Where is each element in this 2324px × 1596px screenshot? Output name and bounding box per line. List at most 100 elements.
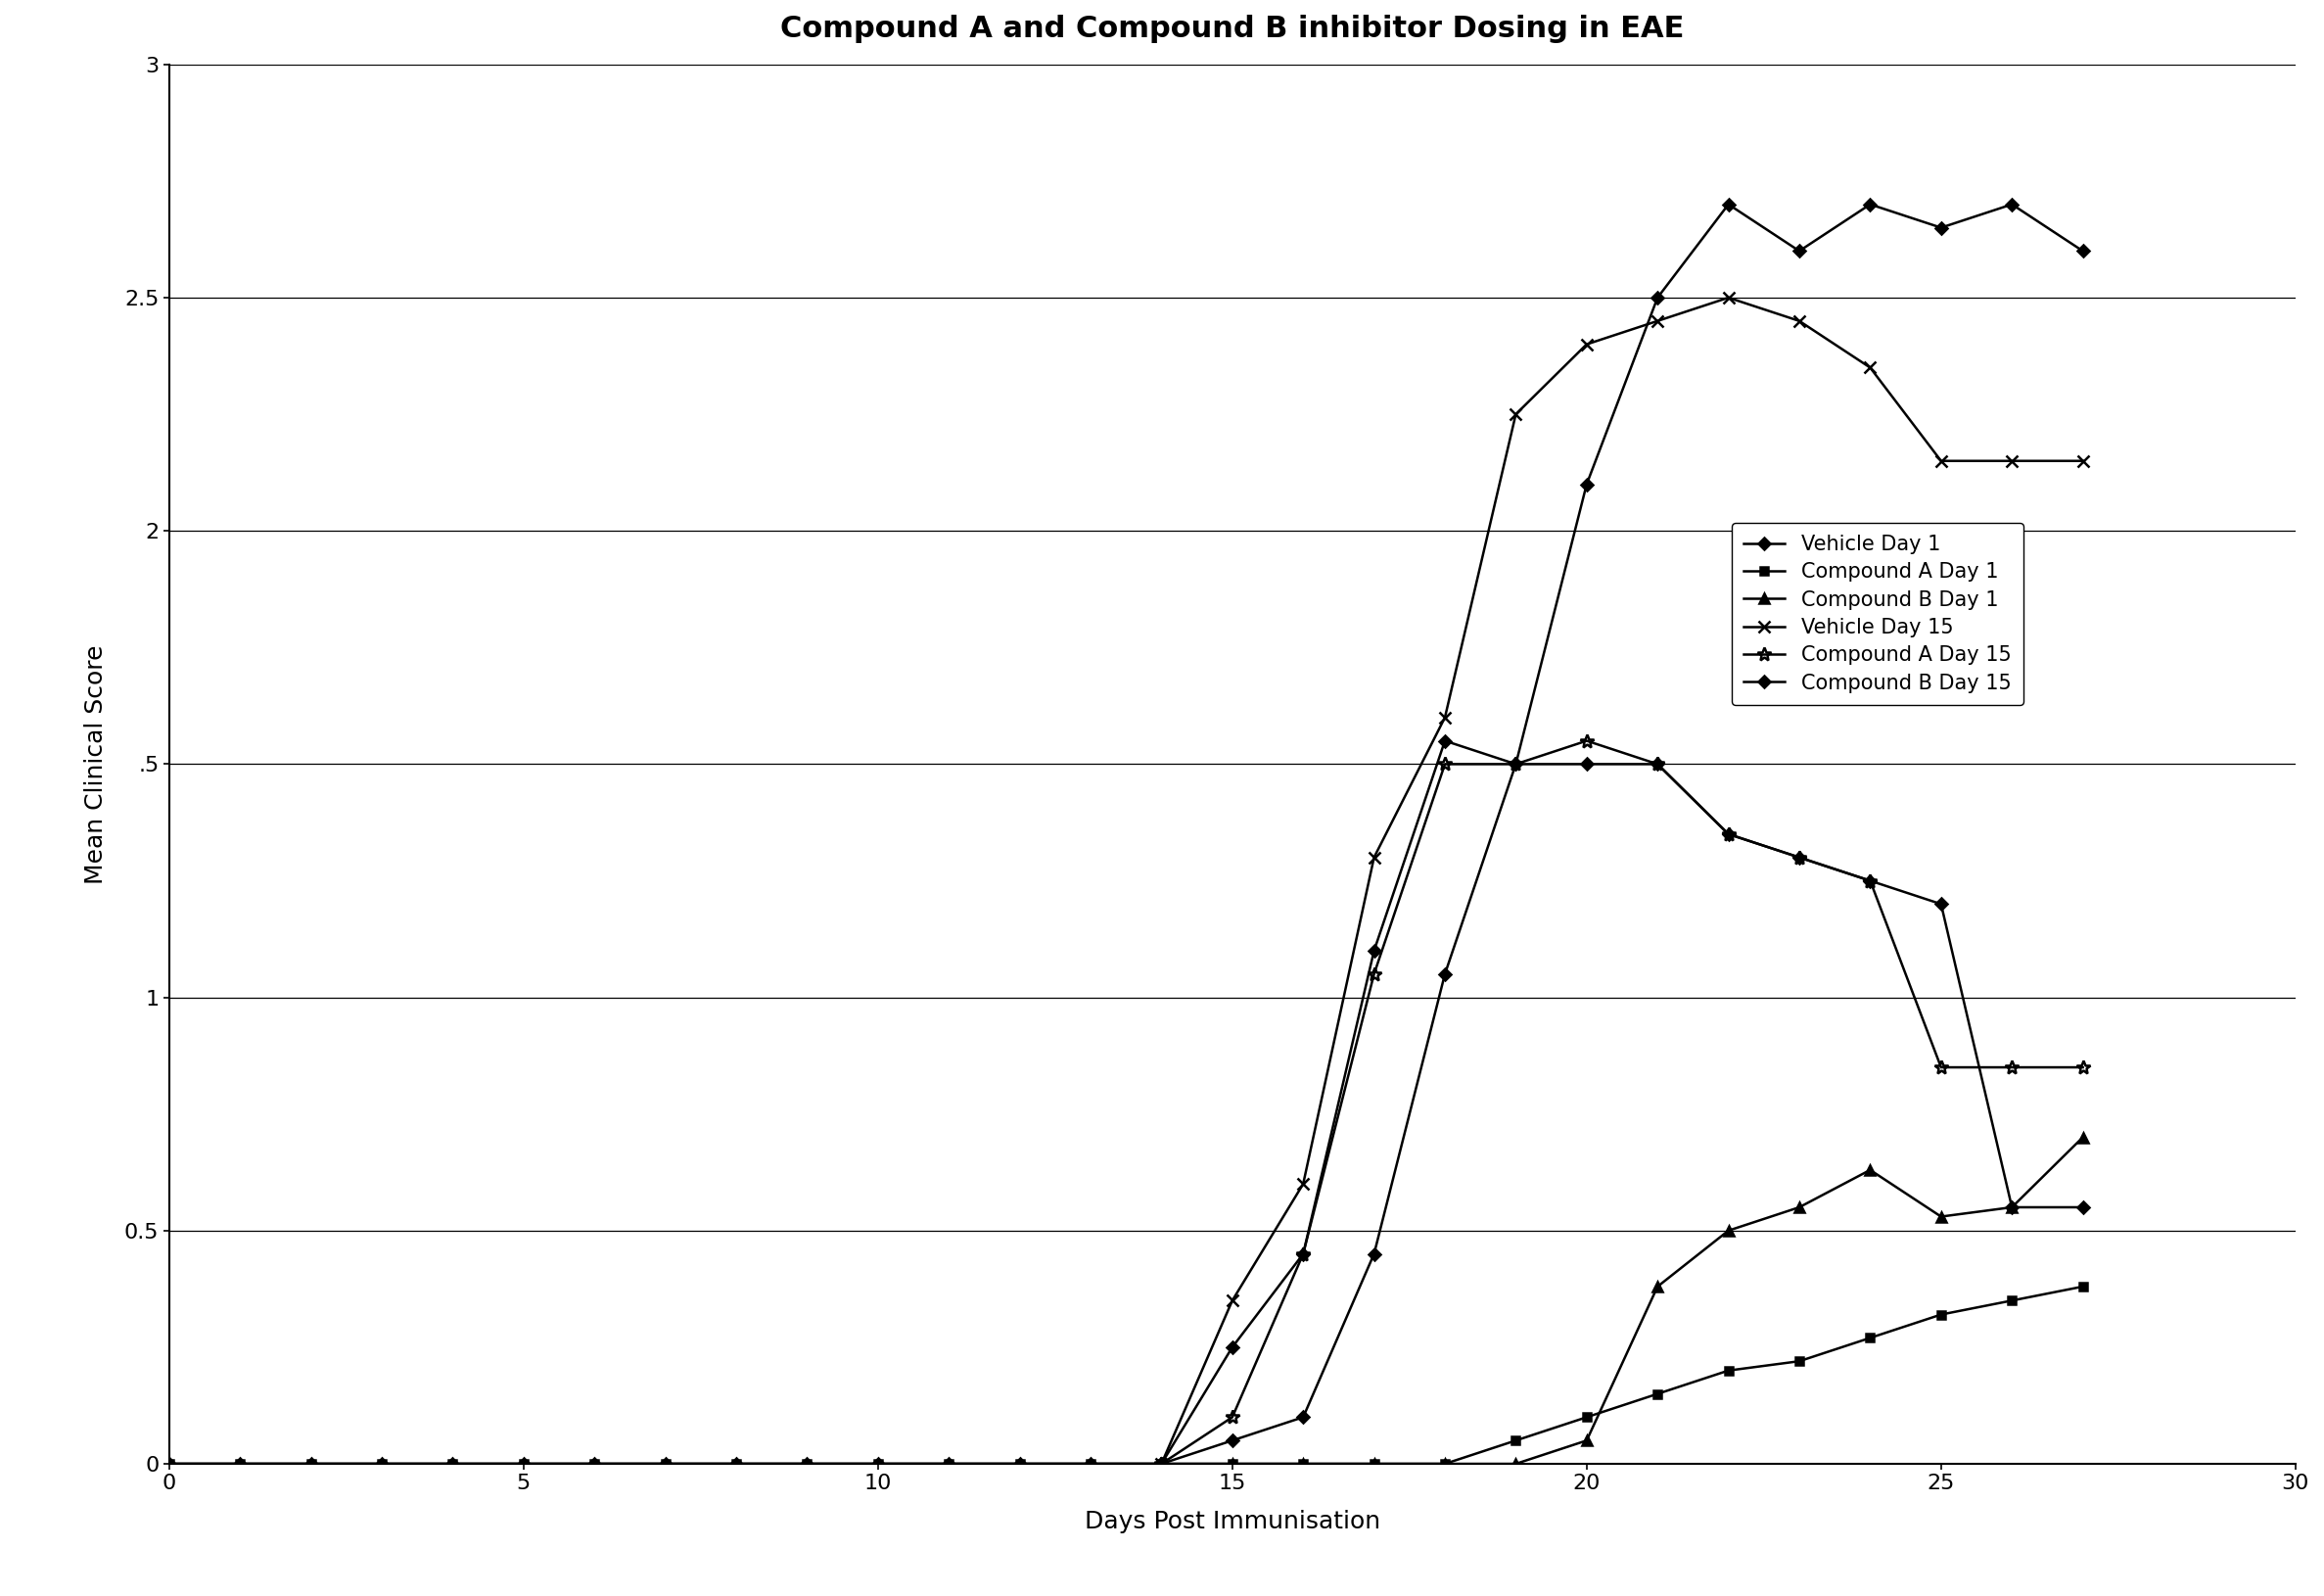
Compound B Day 15 [1360, 942, 1387, 961]
Line: Compound B Day 1: Compound B Day 1 [165, 1133, 2087, 1468]
Vehicle Day 15 [1785, 311, 1813, 330]
Y-axis label: Mean Clinical Score: Mean Clinical Score [84, 645, 107, 884]
Compound A Day 1 [156, 1454, 184, 1473]
Compound A Day 15 [1218, 1408, 1246, 1427]
Vehicle Day 1 [297, 1454, 325, 1473]
Vehicle Day 1 [1290, 1408, 1318, 1427]
Compound A Day 1 [225, 1454, 253, 1473]
Compound A Day 1 [1999, 1291, 2027, 1310]
Compound B Day 1 [1573, 1432, 1601, 1451]
Compound B Day 15 [1857, 871, 1885, 891]
Compound B Day 1 [723, 1454, 751, 1473]
Vehicle Day 1 [225, 1454, 253, 1473]
Line: Compound A Day 15: Compound A Day 15 [1155, 734, 2089, 1470]
Compound A Day 1 [509, 1454, 537, 1473]
Vehicle Day 1 [1715, 195, 1743, 214]
Vehicle Day 1 [651, 1454, 679, 1473]
Vehicle Day 15 [1573, 335, 1601, 354]
Compound A Day 1 [1927, 1306, 1954, 1325]
Compound A Day 1 [1573, 1408, 1601, 1427]
Compound A Day 1 [1643, 1384, 1671, 1403]
Compound B Day 15 [1501, 755, 1529, 774]
Vehicle Day 1 [1218, 1432, 1246, 1451]
Vehicle Day 1 [792, 1454, 820, 1473]
Compound A Day 15 [1999, 1058, 2027, 1077]
Line: Compound B Day 15: Compound B Day 15 [1157, 737, 2087, 1468]
Compound A Day 15 [2068, 1058, 2096, 1077]
Compound A Day 1 [865, 1454, 892, 1473]
Vehicle Day 1 [1006, 1454, 1034, 1473]
Vehicle Day 1 [1999, 195, 2027, 214]
Compound B Day 1 [439, 1454, 467, 1473]
Compound B Day 1 [1857, 1160, 1885, 1179]
Compound A Day 1 [792, 1454, 820, 1473]
Compound A Day 1 [1360, 1454, 1387, 1473]
Compound B Day 1 [367, 1454, 395, 1473]
Line: Compound A Day 1: Compound A Day 1 [165, 1283, 2087, 1468]
Compound B Day 15 [1785, 847, 1813, 867]
Compound A Day 1 [1006, 1454, 1034, 1473]
Vehicle Day 1 [934, 1454, 962, 1473]
Vehicle Day 1 [509, 1454, 537, 1473]
Vehicle Day 15 [1360, 847, 1387, 867]
Vehicle Day 1 [1501, 755, 1529, 774]
Compound A Day 1 [2068, 1277, 2096, 1296]
Compound A Day 1 [651, 1454, 679, 1473]
Compound A Day 1 [1857, 1328, 1885, 1347]
Compound B Day 15 [2068, 1197, 2096, 1216]
Vehicle Day 15 [1715, 287, 1743, 306]
Compound B Day 15 [1927, 894, 1954, 913]
Compound B Day 1 [1290, 1454, 1318, 1473]
Vehicle Day 15 [1218, 1291, 1246, 1310]
Compound A Day 15 [1148, 1454, 1176, 1473]
Compound A Day 1 [934, 1454, 962, 1473]
Compound A Day 1 [1148, 1454, 1176, 1473]
Compound A Day 15 [1927, 1058, 1954, 1077]
Vehicle Day 15 [2068, 452, 2096, 471]
Vehicle Day 1 [367, 1454, 395, 1473]
Compound B Day 1 [1927, 1207, 1954, 1226]
Vehicle Day 15 [1290, 1175, 1318, 1194]
Compound B Day 15 [1715, 825, 1743, 844]
Compound A Day 15 [1501, 755, 1529, 774]
Compound B Day 1 [1360, 1454, 1387, 1473]
Compound A Day 15 [1573, 731, 1601, 750]
Compound B Day 15 [1432, 731, 1459, 750]
Vehicle Day 15 [1501, 405, 1529, 425]
Compound B Day 1 [1643, 1277, 1671, 1296]
Vehicle Day 1 [1076, 1454, 1104, 1473]
Compound A Day 1 [297, 1454, 325, 1473]
Compound A Day 15 [1857, 871, 1885, 891]
Compound A Day 1 [723, 1454, 751, 1473]
Compound B Day 15 [1218, 1337, 1246, 1357]
Vehicle Day 1 [1785, 241, 1813, 260]
Vehicle Day 15 [1643, 311, 1671, 330]
Vehicle Day 15 [1999, 452, 2027, 471]
Vehicle Day 15 [1432, 709, 1459, 728]
Compound B Day 1 [651, 1454, 679, 1473]
Compound A Day 15 [1643, 755, 1671, 774]
Compound B Day 1 [1715, 1221, 1743, 1240]
Vehicle Day 1 [156, 1454, 184, 1473]
Compound A Day 15 [1290, 1245, 1318, 1264]
Compound A Day 1 [1290, 1454, 1318, 1473]
Compound B Day 1 [2068, 1128, 2096, 1148]
Vehicle Day 15 [1927, 452, 1954, 471]
Compound B Day 1 [1501, 1454, 1529, 1473]
Vehicle Day 1 [581, 1454, 609, 1473]
Vehicle Day 1 [1927, 219, 1954, 238]
Compound A Day 15 [1360, 964, 1387, 983]
Vehicle Day 1 [2068, 241, 2096, 260]
Compound A Day 1 [439, 1454, 467, 1473]
Compound A Day 1 [1785, 1352, 1813, 1371]
Compound B Day 15 [1148, 1454, 1176, 1473]
Compound B Day 1 [934, 1454, 962, 1473]
Vehicle Day 1 [1360, 1245, 1387, 1264]
Compound B Day 1 [156, 1454, 184, 1473]
Compound B Day 1 [792, 1454, 820, 1473]
Compound B Day 1 [1785, 1197, 1813, 1216]
Compound B Day 1 [581, 1454, 609, 1473]
Vehicle Day 1 [439, 1454, 467, 1473]
Compound B Day 15 [1290, 1245, 1318, 1264]
Vehicle Day 1 [865, 1454, 892, 1473]
